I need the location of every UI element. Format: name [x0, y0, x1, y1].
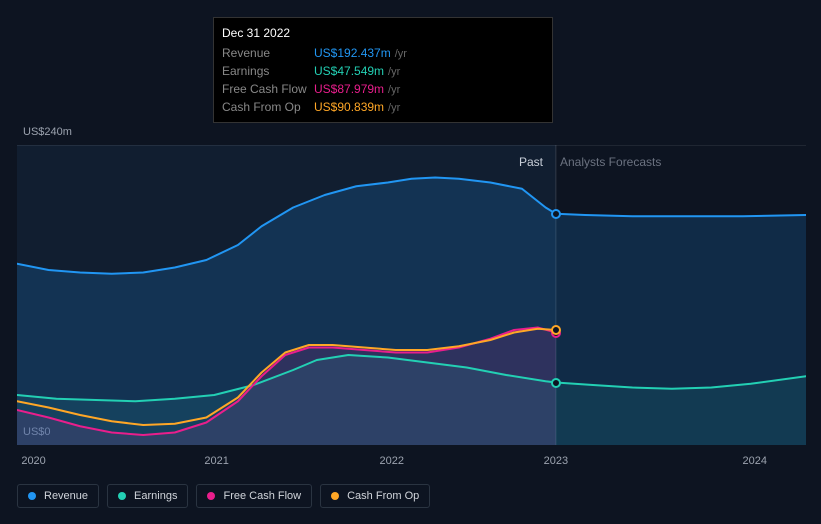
tooltip-row: Cash From Op US$90.839m /yr — [222, 98, 544, 116]
tooltip-label: Cash From Op — [222, 100, 314, 114]
tooltip-date: Dec 31 2022 — [222, 24, 544, 44]
legend-dot-icon — [331, 492, 339, 500]
tooltip-value: US$87.979m — [314, 82, 384, 96]
legend-label: Cash From Op — [347, 490, 419, 502]
tooltip-row: Earnings US$47.549m /yr — [222, 62, 544, 80]
chart-legend: Revenue Earnings Free Cash Flow Cash Fro… — [17, 484, 430, 508]
x-axis-tick: 2023 — [544, 455, 568, 467]
legend-label: Earnings — [134, 490, 177, 502]
legend-dot-icon — [207, 492, 215, 500]
series-marker — [551, 209, 561, 219]
legend-label: Revenue — [44, 490, 88, 502]
series-marker — [551, 378, 561, 388]
tooltip-unit: /yr — [388, 84, 400, 96]
series-marker — [551, 325, 561, 335]
tooltip-row: Revenue US$192.437m /yr — [222, 44, 544, 62]
x-axis-tick: 2024 — [742, 455, 766, 467]
chart-plot-area[interactable] — [17, 145, 806, 445]
tooltip-value: US$47.549m — [314, 64, 384, 78]
tooltip-value: US$192.437m — [314, 46, 391, 60]
legend-item-fcf[interactable]: Free Cash Flow — [196, 484, 312, 508]
chart-svg — [17, 145, 806, 445]
tooltip-unit: /yr — [388, 66, 400, 78]
tooltip-unit: /yr — [388, 102, 400, 114]
tooltip-label: Free Cash Flow — [222, 82, 314, 96]
x-axis-tick: 2020 — [21, 455, 45, 467]
x-axis-tick: 2022 — [380, 455, 404, 467]
tooltip-value: US$90.839m — [314, 100, 384, 114]
legend-item-revenue[interactable]: Revenue — [17, 484, 99, 508]
y-axis-max-label: US$240m — [23, 126, 72, 138]
legend-item-earnings[interactable]: Earnings — [107, 484, 188, 508]
tooltip-row: Free Cash Flow US$87.979m /yr — [222, 80, 544, 98]
chart-tooltip: Dec 31 2022 Revenue US$192.437m /yr Earn… — [213, 17, 553, 123]
tooltip-label: Revenue — [222, 46, 314, 60]
legend-dot-icon — [118, 492, 126, 500]
x-axis-tick: 2021 — [204, 455, 228, 467]
legend-item-cfo[interactable]: Cash From Op — [320, 484, 430, 508]
legend-dot-icon — [28, 492, 36, 500]
tooltip-unit: /yr — [395, 48, 407, 60]
legend-label: Free Cash Flow — [223, 490, 301, 502]
tooltip-label: Earnings — [222, 64, 314, 78]
